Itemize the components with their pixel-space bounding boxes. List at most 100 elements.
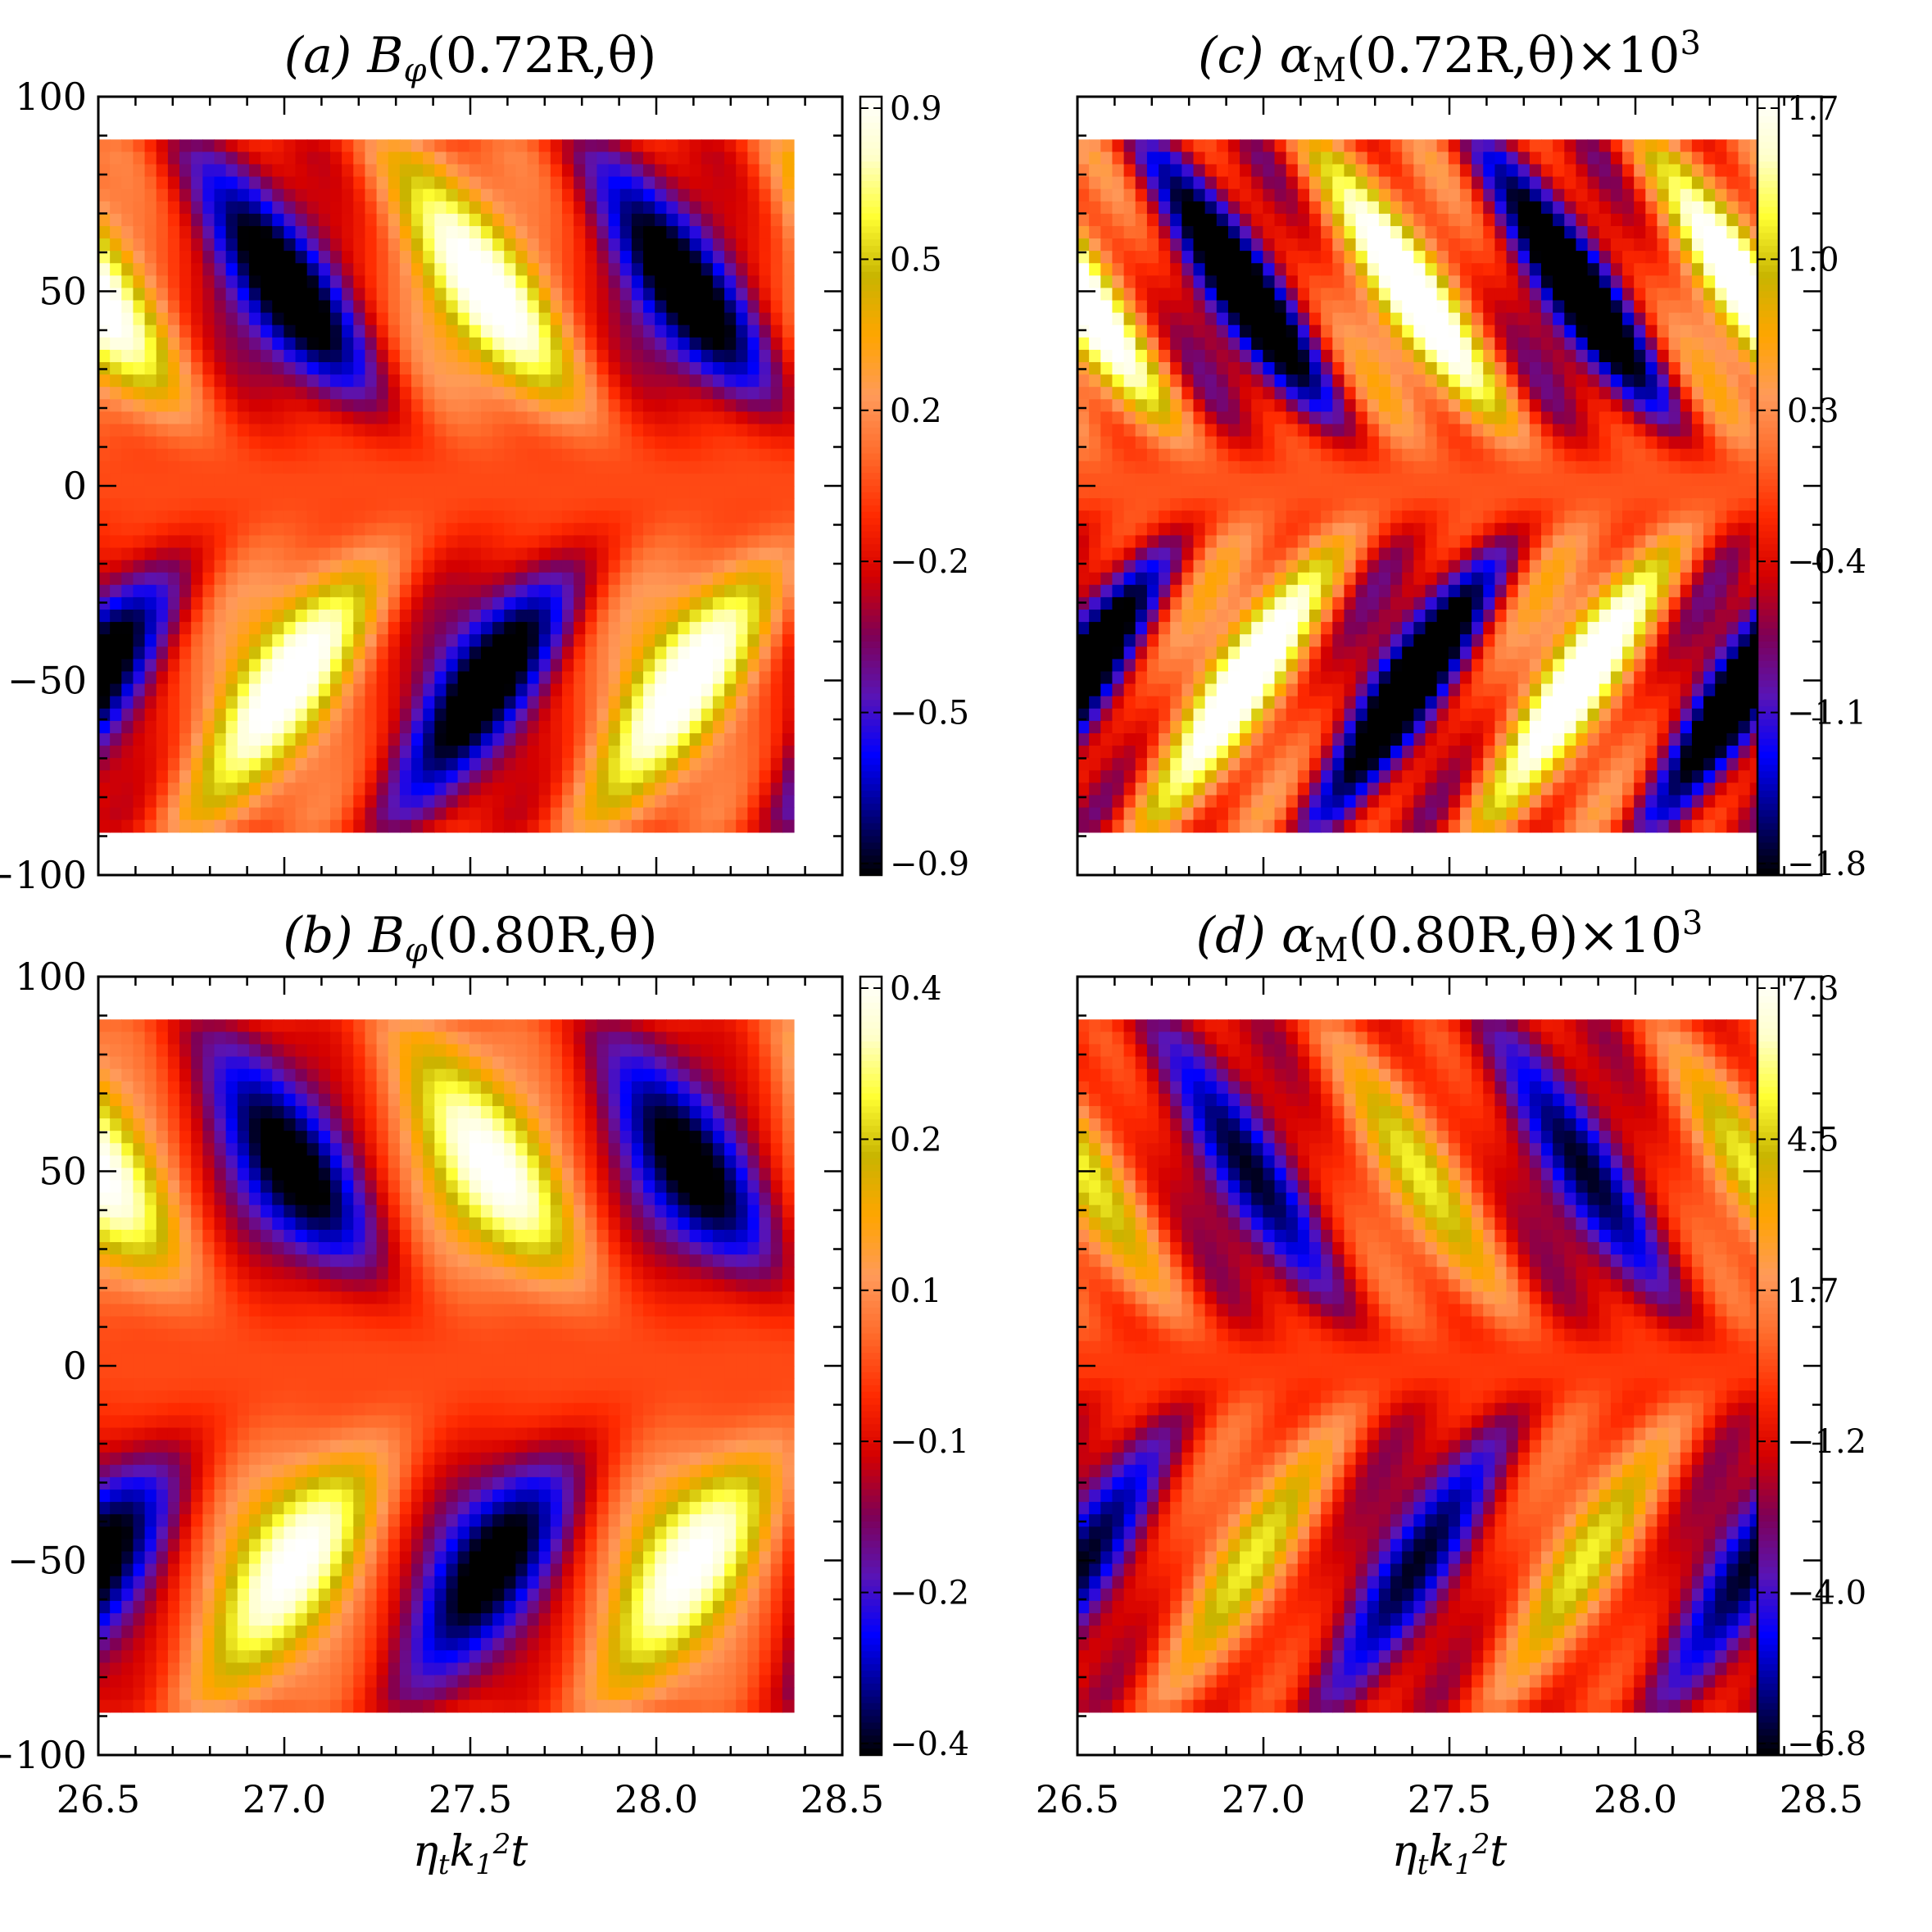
- heatmap-cell: [225, 374, 238, 388]
- heatmap-cell: [1193, 683, 1206, 697]
- heatmap-cell: [550, 213, 563, 227]
- heatmap-cell: [666, 436, 679, 450]
- heatmap-cell: [759, 213, 772, 227]
- heatmap-cell: [1297, 349, 1310, 363]
- heatmap-cell: [1100, 374, 1113, 388]
- heatmap-cell: [376, 139, 389, 152]
- heatmap-cell: [643, 238, 655, 252]
- heatmap-cell: [608, 770, 621, 783]
- heatmap-cell: [283, 337, 297, 351]
- heatmap-cell: [248, 448, 261, 462]
- heatmap-cell: [1274, 547, 1287, 561]
- heatmap-cell: [736, 374, 748, 388]
- heatmap-cell: [1181, 337, 1195, 351]
- heatmap-cell: [1112, 362, 1125, 375]
- heatmap-cell: [527, 596, 540, 610]
- heatmap-cell: [736, 152, 748, 166]
- heatmap-cell: [527, 746, 540, 759]
- heatmap-cell: [1297, 448, 1310, 462]
- heatmap-cell: [619, 473, 633, 487]
- heatmap-cell: [747, 732, 760, 746]
- heatmap-cell: [1251, 387, 1263, 400]
- heatmap-cell: [1077, 337, 1090, 351]
- heatmap-cell: [1204, 201, 1218, 215]
- heatmap-cell: [561, 622, 574, 635]
- heatmap-cell: [1216, 696, 1229, 710]
- heatmap-cell: [619, 708, 633, 722]
- heatmap-cell: [1159, 263, 1171, 276]
- heatmap-cell: [1355, 770, 1368, 783]
- heatmap-cell: [701, 609, 714, 623]
- heatmap-cell: [689, 696, 702, 710]
- heatmap-cell: [1274, 634, 1287, 647]
- heatmap-cell: [1251, 225, 1263, 239]
- heatmap-cell: [1355, 399, 1368, 413]
- heatmap-cell: [759, 659, 772, 673]
- heatmap-cell: [608, 349, 621, 363]
- heatmap-cell: [295, 436, 308, 450]
- heatmap-cell: [411, 188, 424, 202]
- heatmap-cell: [712, 411, 725, 425]
- heatmap-cell: [736, 176, 748, 190]
- heatmap-cell: [585, 486, 598, 499]
- heatmap-cell: [446, 213, 459, 227]
- heatmap-cell: [1308, 807, 1322, 821]
- heatmap-cell: [538, 486, 551, 499]
- heatmap-cell: [1355, 251, 1368, 264]
- heatmap-cell: [1159, 201, 1171, 215]
- heatmap-cell: [701, 510, 714, 524]
- heatmap-cell: [643, 560, 655, 574]
- heatmap-cell: [631, 424, 644, 438]
- heatmap-cell: [457, 337, 470, 351]
- heatmap-cell: [329, 374, 342, 388]
- heatmap-cell: [678, 176, 691, 190]
- heatmap-cell: [411, 176, 424, 190]
- heatmap-cell: [608, 374, 621, 388]
- heatmap-cell: [770, 634, 783, 647]
- heatmap-cell: [1251, 436, 1263, 450]
- heatmap-cell: [423, 696, 435, 710]
- heatmap-cell: [1227, 213, 1240, 227]
- heatmap-cell: [1123, 251, 1136, 264]
- heatmap-cell: [1089, 720, 1101, 734]
- heatmap-cell: [631, 584, 644, 598]
- colorbar-swatch: [860, 466, 882, 474]
- heatmap-cell: [736, 732, 748, 746]
- heatmap-cell: [527, 152, 540, 166]
- heatmap-cell: [550, 523, 563, 536]
- heatmap-cell: [191, 596, 203, 610]
- heatmap-cell: [388, 139, 401, 152]
- heatmap-cell: [353, 312, 366, 326]
- heatmap-cell: [538, 560, 551, 574]
- heatmap-cell: [1181, 560, 1195, 574]
- heatmap-cell: [121, 596, 134, 610]
- heatmap-cell: [121, 164, 134, 178]
- heatmap-cell: [446, 510, 459, 524]
- heatmap-cell: [202, 671, 215, 685]
- heatmap-cell: [457, 659, 470, 673]
- heatmap-cell: [156, 659, 169, 673]
- heatmap-cell: [1204, 251, 1218, 264]
- heatmap-cell: [782, 720, 795, 734]
- heatmap-cell: [1112, 547, 1125, 561]
- heatmap-cell: [179, 584, 192, 598]
- heatmap-cell: [248, 188, 261, 202]
- heatmap-cell: [225, 337, 238, 351]
- heatmap-cell: [736, 498, 748, 511]
- heatmap-cell: [1135, 362, 1148, 375]
- heatmap-cell: [202, 560, 215, 574]
- heatmap-cell: [1227, 572, 1240, 586]
- heatmap-cell: [342, 596, 354, 610]
- heatmap-cell: [504, 399, 516, 413]
- heatmap-cell: [353, 560, 366, 574]
- heatmap-cell: [631, 251, 644, 264]
- heatmap-cell: [1146, 708, 1159, 722]
- heatmap-cell: [1112, 337, 1125, 351]
- heatmap-cell: [1274, 535, 1287, 549]
- heatmap-cell: [1193, 176, 1206, 190]
- heatmap-cell: [133, 720, 146, 734]
- heatmap-cell: [492, 152, 505, 166]
- heatmap-cell: [272, 671, 284, 685]
- heatmap-cell: [399, 411, 412, 425]
- heatmap-cell: [619, 746, 633, 759]
